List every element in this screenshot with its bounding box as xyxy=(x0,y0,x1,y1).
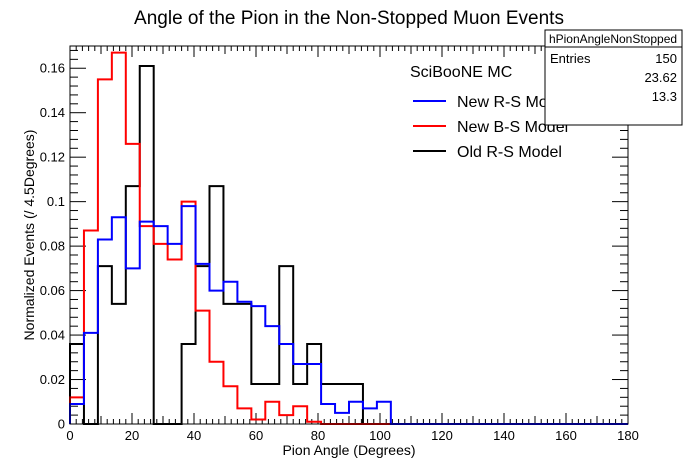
stats-box-frame xyxy=(544,29,683,126)
x-tick-label: 100 xyxy=(369,428,391,443)
plot-frame xyxy=(69,45,629,425)
legend: SciBooNE MC New R-S Model New B-S Model … xyxy=(410,64,569,161)
x-tick-label: 40 xyxy=(187,428,201,443)
x-tick-label: 0 xyxy=(66,428,73,443)
y-tick-label: 0.16 xyxy=(40,61,65,76)
stats-rms-value: 13.3 xyxy=(652,89,677,104)
y-tick-label: 0 xyxy=(58,417,65,432)
x-tick-labels: 0 20 40 60 80 100 120 140 160 180 xyxy=(66,428,638,443)
legend-label-old-rs: Old R-S Model xyxy=(457,144,562,161)
y-tick-label: 0.12 xyxy=(40,150,65,165)
x-tick-label: 60 xyxy=(249,428,263,443)
x-axis-label: Pion Angle (Degrees) xyxy=(282,442,415,458)
x-tick-label: 140 xyxy=(493,428,515,443)
legend-label-new-bs: New B-S Model xyxy=(457,119,568,136)
y-tick-label: 0.1 xyxy=(47,194,65,209)
y-tick-label: 0.02 xyxy=(40,372,65,387)
legend-label-new-rs: New R-S Model xyxy=(457,94,569,111)
x-tick-label: 20 xyxy=(125,428,139,443)
chart-title: Angle of the Pion in the Non-Stopped Muo… xyxy=(134,8,564,29)
legend-header: SciBooNE MC xyxy=(410,64,512,81)
x-tick-label: 180 xyxy=(617,428,639,443)
y-tick-label: 0.14 xyxy=(40,105,65,120)
stats-box-name: hPionAngleNonStopped xyxy=(549,32,677,46)
y-tick-labels: 0 0.02 0.04 0.06 0.08 0.1 0.12 0.14 0.16 xyxy=(40,61,65,432)
stats-box: hPionAngleNonStopped Entries 150 23.62 1… xyxy=(544,29,683,126)
x-tick-label: 160 xyxy=(555,428,577,443)
y-tick-label: 0.06 xyxy=(40,283,65,298)
stats-mean-value: 23.62 xyxy=(644,70,677,85)
x-tick-label: 80 xyxy=(311,428,325,443)
x-tick-label: 120 xyxy=(431,428,453,443)
stats-entries-label: Entries xyxy=(550,51,591,66)
y-tick-label: 0.04 xyxy=(40,328,65,343)
stats-entries-value: 150 xyxy=(655,51,677,66)
y-axis-label: Normalized Events (/ 4.5Degrees) xyxy=(21,130,37,341)
y-tick-label: 0.08 xyxy=(40,239,65,254)
